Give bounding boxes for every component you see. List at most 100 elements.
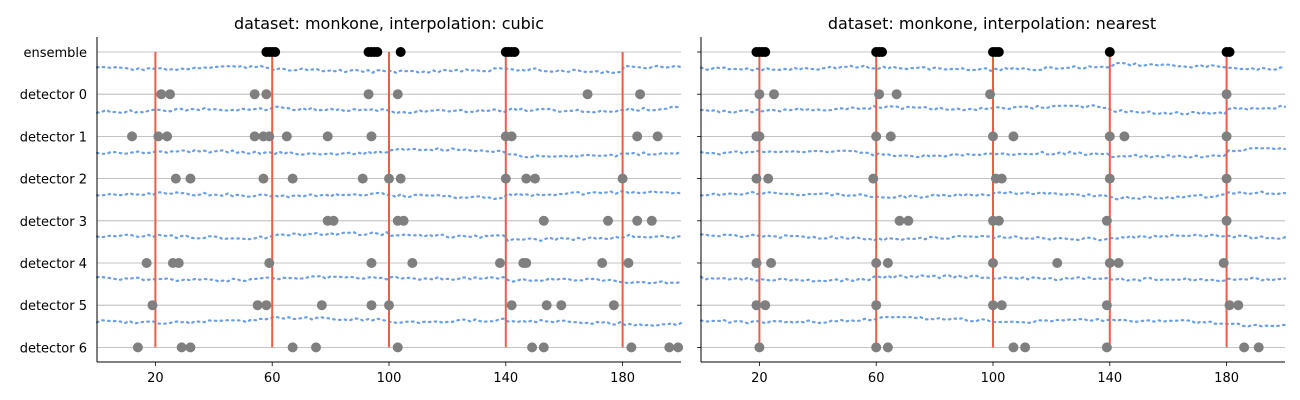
detection-point [527, 342, 538, 353]
detection-point [328, 215, 339, 226]
detection-point [165, 89, 175, 100]
detection-point [521, 258, 532, 268]
detection-point [1239, 342, 1250, 353]
detection-point [985, 89, 996, 100]
detection-point [996, 300, 1007, 311]
detection-point [1101, 342, 1112, 353]
x-tick-label: 140 [493, 371, 518, 386]
detection-point [173, 258, 184, 268]
detection-point [281, 131, 292, 142]
detection-point [264, 258, 275, 268]
detection-point [1052, 258, 1063, 268]
detection-point [1113, 258, 1124, 268]
detection-point [392, 342, 403, 353]
chart-title: dataset: monkone, interpolation: cubic [234, 14, 544, 33]
detection-point [1221, 215, 1232, 226]
detection-point [261, 300, 272, 311]
detection-point [1119, 131, 1130, 142]
detection-point [494, 258, 505, 268]
detection-point [185, 342, 196, 353]
detection-point [316, 300, 327, 311]
detection-point [582, 89, 593, 100]
ensemble-point [993, 47, 1004, 57]
x-tick-label: 140 [1097, 371, 1122, 386]
detection-point [608, 300, 619, 311]
ensemble-point [395, 47, 406, 57]
detection-point [1101, 215, 1112, 226]
detection-point [162, 131, 173, 142]
detection-point [988, 131, 998, 142]
detection-point [1221, 131, 1232, 142]
ensemble-point [877, 47, 888, 57]
detection-point [760, 300, 771, 311]
ensemble-point [1104, 47, 1115, 57]
detection-point [903, 215, 914, 226]
ensemble-point [509, 47, 520, 57]
detection-point [988, 258, 998, 268]
detection-point [993, 215, 1004, 226]
detection-point [1104, 131, 1115, 142]
detection-point [1104, 258, 1115, 268]
detection-point [769, 89, 779, 100]
detection-point [871, 131, 882, 142]
detection-point [646, 215, 657, 226]
detection-point [398, 215, 409, 226]
detection-point [626, 342, 637, 353]
x-tick-label: 100 [377, 371, 402, 386]
detection-point [751, 258, 762, 268]
detection-point [264, 131, 275, 142]
chart-panel-nearest: dataset: monkone, interpolation: nearest… [697, 14, 1287, 386]
y-tick-label: detector 1 [20, 130, 87, 145]
detection-point [384, 173, 394, 184]
detection-point [1008, 342, 1019, 353]
detection-point [392, 89, 403, 100]
detection-point [988, 300, 998, 311]
detection-point [673, 342, 684, 353]
x-tick-label: 20 [751, 371, 768, 386]
detection-point [132, 342, 143, 353]
y-tick-label: detector 5 [20, 299, 87, 314]
chart-panel-cubic: dataset: monkone, interpolation: cubic e… [20, 14, 684, 386]
detection-point [153, 131, 164, 142]
detection-point [127, 131, 138, 142]
detection-point [261, 89, 272, 100]
x-tick-label: 180 [1214, 371, 1239, 386]
y-tick-label: detector 2 [20, 173, 87, 188]
detection-point [287, 342, 298, 353]
detection-point [1224, 300, 1235, 311]
detection-point [1008, 131, 1019, 142]
detection-point [1104, 173, 1115, 184]
detection-point [882, 258, 893, 268]
detection-point [258, 173, 269, 184]
y-tick-label: detector 3 [20, 215, 87, 230]
detection-point [287, 173, 298, 184]
detection-point [1253, 342, 1264, 353]
detection-point [366, 258, 377, 268]
detection-point [632, 131, 643, 142]
detection-point [871, 300, 882, 311]
detection-point [506, 131, 517, 142]
detection-point [407, 258, 418, 268]
x-tick-label: 100 [981, 371, 1006, 386]
detection-point [754, 89, 765, 100]
detection-point [521, 173, 532, 184]
detection-point [500, 173, 511, 184]
detection-point [311, 342, 321, 353]
detection-point [635, 89, 646, 100]
detection-point [874, 89, 885, 100]
detection-point [751, 300, 762, 311]
x-tick-label: 60 [264, 371, 281, 386]
ensemble-point [1224, 47, 1235, 57]
x-tick-label: 180 [610, 371, 635, 386]
detection-point [1221, 173, 1232, 184]
signal-trace [95, 146, 683, 159]
signal-trace [95, 230, 683, 243]
detection-point [322, 131, 333, 142]
detection-point [652, 131, 663, 142]
detection-point [1101, 300, 1112, 311]
detection-point [506, 300, 517, 311]
detection-point [147, 300, 158, 311]
detection-point [249, 131, 260, 142]
x-tick-label: 20 [147, 371, 164, 386]
detection-point [766, 258, 777, 268]
